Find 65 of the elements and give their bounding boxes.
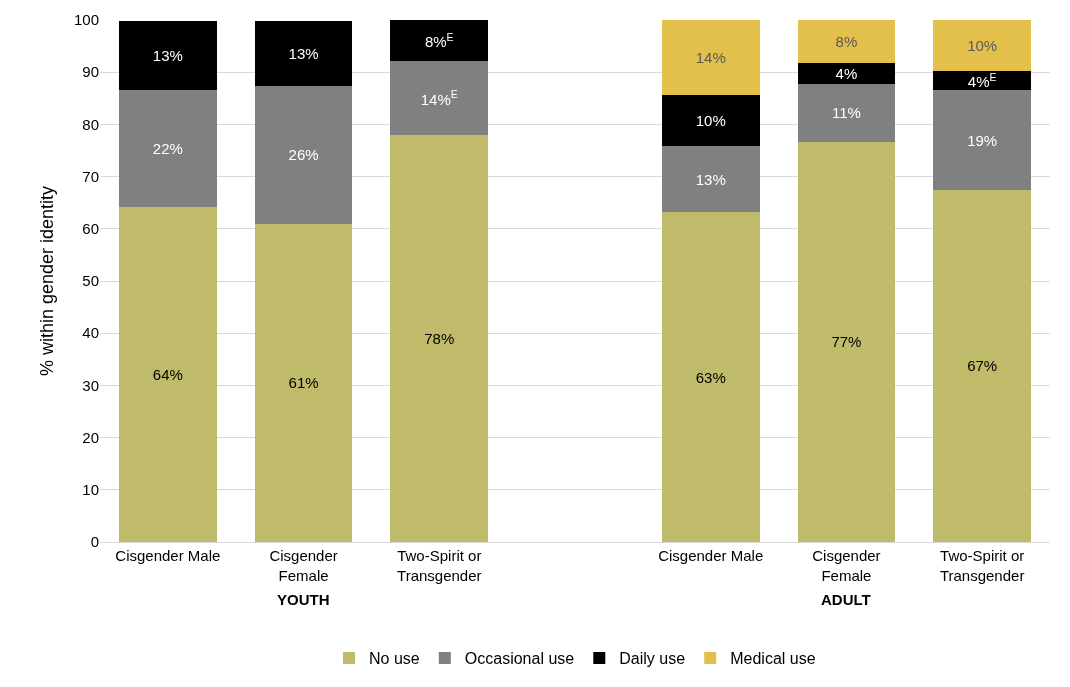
- bar: [797, 141, 896, 542]
- bar: [254, 86, 353, 224]
- x-tick-label: Two-Spirit or Transgender: [397, 547, 482, 584]
- data-label: 26%: [288, 146, 319, 164]
- y-tick-label: 80: [82, 115, 99, 133]
- bar: [390, 60, 489, 136]
- x-tick-label: Cisgender Female: [269, 547, 338, 584]
- bar: [661, 212, 760, 542]
- bar: [797, 20, 896, 64]
- text: ADULT: [821, 591, 871, 608]
- data-label: 10%: [967, 36, 998, 54]
- bar: [254, 20, 353, 87]
- y-tick-label: 70: [82, 167, 99, 185]
- data-label: 8%$^{E}$: [424, 30, 454, 51]
- data-label: 77%: [831, 333, 862, 351]
- y-tick-label: 40: [82, 324, 99, 342]
- legend-label: Daily use: [619, 650, 686, 668]
- data-label: 67%: [967, 357, 998, 375]
- data-label: 13%: [288, 44, 319, 62]
- bar: [119, 206, 217, 542]
- bar: [119, 20, 217, 90]
- bar: [390, 135, 489, 542]
- data-label: 13%: [152, 46, 183, 64]
- data-label: 22%: [152, 139, 183, 157]
- legend-label: No use: [369, 650, 420, 668]
- y-tick-label: 20: [82, 428, 99, 446]
- bar: [661, 20, 760, 96]
- bar: [933, 90, 1031, 190]
- data-label: 64%: [152, 365, 183, 383]
- x-tick-label: Two-Spirit or Transgender: [939, 547, 1025, 584]
- bar: [661, 95, 760, 147]
- legend-label: Occasional use: [464, 650, 575, 668]
- y-tick-label: 60: [82, 220, 99, 238]
- data-label: 14%$^{E}$: [420, 88, 458, 108]
- x-tick-label: Cisgender Male: [115, 547, 221, 564]
- data-label: 61%: [288, 374, 319, 392]
- data-label: 78%: [424, 330, 455, 348]
- y-tick-label: 100: [73, 11, 99, 29]
- bar: [390, 20, 489, 61]
- data-label: 8%: [835, 33, 858, 51]
- data-label: 11%: [831, 104, 861, 122]
- bar: [797, 63, 896, 85]
- data-label: 19%: [967, 131, 998, 149]
- x-tick-label: Cisgender Female: [812, 547, 881, 584]
- y-tick-label: 90: [82, 63, 99, 81]
- data-label: 10%: [695, 112, 726, 130]
- bar: [119, 89, 217, 207]
- x-tick-label: Cisgender Male: [658, 547, 764, 564]
- y-tick-label: 0: [90, 533, 99, 551]
- bar: [661, 146, 760, 213]
- data-label: 14%: [695, 49, 726, 67]
- y-axis-title: % within gender identity: [37, 185, 58, 377]
- data-label: 63%: [695, 368, 726, 386]
- text: YOUTH: [277, 591, 330, 608]
- bar: [933, 20, 1031, 71]
- bar: [254, 223, 353, 542]
- bar: [933, 189, 1031, 542]
- y-tick-label: 50: [82, 272, 99, 290]
- data-label: 4%$^{E}$: [967, 70, 997, 91]
- legend-label: Medical use: [730, 650, 816, 668]
- y-tick-label: 30: [82, 376, 99, 394]
- data-label: 4%: [835, 65, 858, 83]
- y-tick-label: 10: [82, 481, 99, 499]
- bar: [797, 84, 896, 142]
- data-label: 13%: [695, 170, 726, 188]
